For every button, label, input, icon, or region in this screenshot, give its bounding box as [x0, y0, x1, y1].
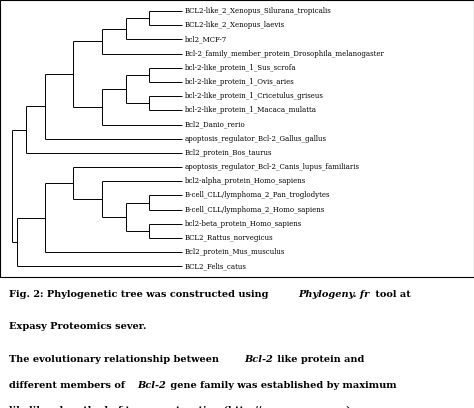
Text: apoptosis_regulator_Bcl-2_Canis_lupus_familiaris: apoptosis_regulator_Bcl-2_Canis_lupus_fa… [185, 163, 360, 171]
Text: B-cell_CLL/lymphoma_2_Pan_troglodytes: B-cell_CLL/lymphoma_2_Pan_troglodytes [185, 191, 330, 200]
Text: bcl-2-like_protein_1_Macaca_mulatta: bcl-2-like_protein_1_Macaca_mulatta [185, 106, 317, 114]
Text: BCL2_Felis_catus: BCL2_Felis_catus [185, 262, 247, 271]
Text: Bcl-2: Bcl-2 [244, 355, 273, 364]
Text: bcl2-alpha_protein_Homo_sapiens: bcl2-alpha_protein_Homo_sapiens [185, 177, 306, 185]
Text: like protein and: like protein and [274, 355, 365, 364]
Text: BCL2-like_2_Xenopus_laevis: BCL2-like_2_Xenopus_laevis [185, 21, 285, 29]
Text: Bcl2_Danio_rerio: Bcl2_Danio_rerio [185, 120, 246, 129]
Text: Bcl-2: Bcl-2 [137, 381, 166, 390]
Text: Bcl-2_family_member_protein_Drosophila_melanogaster: Bcl-2_family_member_protein_Drosophila_m… [185, 50, 385, 58]
Text: Fig. 2: Phylogenetic tree was constructed using: Fig. 2: Phylogenetic tree was constructe… [9, 290, 273, 299]
Text: Bcl2_protein_Mus_musculus: Bcl2_protein_Mus_musculus [185, 248, 285, 256]
Text: Phylogeny. fr: Phylogeny. fr [299, 290, 370, 299]
Text: likelihood method of tree construction (http://www.expasy.org).: likelihood method of tree construction (… [9, 406, 355, 408]
Text: different members of: different members of [9, 381, 129, 390]
Text: Bcl2_protein_Bos_taurus: Bcl2_protein_Bos_taurus [185, 149, 273, 157]
Text: BCL2_Rattus_norvegicus: BCL2_Rattus_norvegicus [185, 234, 273, 242]
Text: B-cell_CLL/lymphoma_2_Homo_sapiens: B-cell_CLL/lymphoma_2_Homo_sapiens [185, 206, 325, 214]
Text: apoptosis_regulator_Bcl-2_Gallus_gallus: apoptosis_regulator_Bcl-2_Gallus_gallus [185, 135, 327, 143]
Text: gene family was established by maximum: gene family was established by maximum [167, 381, 397, 390]
Text: BCL2-like_2_Xenopus_Silurana_tropicalis: BCL2-like_2_Xenopus_Silurana_tropicalis [185, 7, 332, 15]
Text: bcl2_MCF-7: bcl2_MCF-7 [185, 35, 227, 44]
Text: bcl-2-like_protein_1_Sus_scrofa: bcl-2-like_protein_1_Sus_scrofa [185, 64, 296, 72]
Text: bcl2-beta_protein_Homo_sapiens: bcl2-beta_protein_Homo_sapiens [185, 220, 302, 228]
Text: bcl-2-like_protein_1_Ovis_aries: bcl-2-like_protein_1_Ovis_aries [185, 78, 295, 86]
Text: Expasy Proteomics sever.: Expasy Proteomics sever. [9, 322, 147, 331]
Text: The evolutionary relationship between: The evolutionary relationship between [9, 355, 223, 364]
Text: tool at: tool at [372, 290, 411, 299]
Text: bcl-2-like_protein_1_Cricetulus_griseus: bcl-2-like_protein_1_Cricetulus_griseus [185, 92, 324, 100]
